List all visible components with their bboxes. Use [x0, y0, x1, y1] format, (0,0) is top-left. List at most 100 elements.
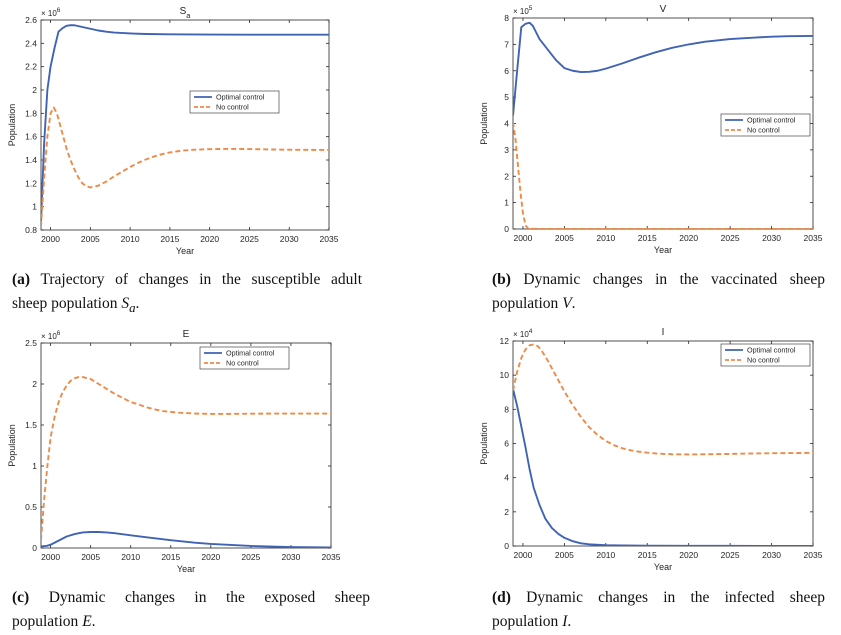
x-tick-label: 2030 — [762, 550, 781, 560]
x-tick-label: 2020 — [679, 233, 698, 243]
y-tick-label: 1.4 — [25, 155, 37, 165]
x-tick-label: 2000 — [41, 552, 60, 562]
y-tick-label: 0.5 — [25, 502, 37, 512]
series-line-no-control — [513, 343, 813, 456]
y-tick-label: 4 — [504, 119, 509, 129]
chart-title: E — [183, 329, 190, 340]
y-tick-label: 0 — [32, 543, 37, 553]
chart-a: 2000 2005 2010 2015 2020 2025 2030 2035 0.8 1 1.2 1… — [7, 6, 339, 256]
y-tick-label: 8 — [504, 13, 509, 23]
series-line-no-control — [41, 106, 329, 227]
caption-d: (d) Dynamic changes in the infected shee… — [492, 586, 825, 634]
x-tick-label: 2015 — [638, 233, 657, 243]
y-tick-label: 1 — [32, 461, 37, 471]
caption-text-line1: Dynamic changes in the vaccinated sheep — [523, 271, 826, 288]
y-tick-label: 2.4 — [25, 38, 37, 48]
y-tick-label: 2 — [32, 85, 37, 95]
legend-box — [199, 346, 290, 370]
x-tick-label: 2030 — [762, 233, 781, 243]
y-tick-label: 8 — [504, 404, 509, 414]
series-line-optimal-control — [513, 21, 813, 116]
y-exponent-label: × 106 — [41, 330, 61, 341]
caption-variable: S — [121, 295, 130, 312]
y-tick-label: 12 — [500, 336, 510, 346]
chart-d: 2000 2005 2010 2015 2020 2025 2030 2035 0 2 4 6 8 10 1… — [479, 327, 823, 572]
legend-entry: Optimal control — [747, 346, 796, 355]
y-tick-label: 10 — [500, 370, 510, 380]
y-tick-label: 1.6 — [25, 132, 37, 142]
x-tick-label: 2010 — [596, 550, 615, 560]
series-line-optimal-control — [41, 531, 331, 548]
x-tick-label: 2000 — [513, 233, 532, 243]
x-axis-label: Year — [654, 562, 672, 572]
chart-title: Sa — [180, 6, 192, 20]
caption-text-line1: Trajectory of changes in the susceptible… — [40, 271, 362, 288]
y-axis-label: Population — [7, 104, 17, 147]
caption-label: (c) — [12, 589, 30, 606]
plot-area — [40, 19, 330, 231]
x-tick-label: 2020 — [201, 552, 220, 562]
plot-area — [40, 342, 332, 549]
legend-entry: No control — [216, 103, 249, 112]
y-tick-label: 2.6 — [25, 15, 37, 25]
y-tick-label: 1 — [32, 202, 37, 212]
x-tick-label: 2030 — [280, 234, 299, 244]
caption-c: (c) Dynamic changes in the exposed sheep… — [12, 586, 370, 634]
x-tick-label: 2005 — [81, 234, 100, 244]
legend-entry: No control — [226, 359, 259, 368]
y-tick-label: 2.5 — [25, 338, 37, 348]
caption-a: (a) Trajectory of changes in the suscept… — [12, 268, 362, 320]
caption-text-line2: population — [492, 613, 563, 630]
caption-variable-sub: a — [129, 300, 136, 316]
caption-text-line2: sheep population — [12, 295, 122, 312]
x-tick-label: 2010 — [121, 552, 140, 562]
series-line-no-control — [41, 376, 331, 540]
legend-entry: Optimal control — [747, 116, 796, 125]
legend-entry: Optimal control — [226, 349, 275, 358]
x-tick-label: 2015 — [161, 552, 180, 562]
y-exponent-label: × 106 — [41, 7, 61, 18]
chart-c: 2000 2005 2010 2015 2020 2025 2030 2035 0 0.5 1 1.5… — [7, 329, 341, 574]
caption-label: (d) — [492, 589, 511, 606]
legend-box — [720, 113, 811, 137]
caption-text-line1: Dynamic changes in the infected sheep — [526, 589, 825, 606]
caption-b: (b) Dynamic changes in the vaccinated sh… — [492, 268, 825, 316]
y-axis-label: Population — [479, 102, 489, 145]
y-tick-label: 6 — [504, 439, 509, 449]
y-tick-label: 2 — [504, 507, 509, 517]
plot-area — [512, 340, 814, 547]
x-tick-label: 2025 — [240, 234, 259, 244]
x-tick-label: 2035 — [322, 552, 341, 562]
caption-variable: V — [562, 295, 572, 312]
chart-title: V — [660, 4, 667, 15]
caption-label: (b) — [492, 271, 511, 288]
x-tick-label: 2005 — [555, 233, 574, 243]
y-tick-label: 7 — [504, 39, 509, 49]
x-tick-label: 2015 — [638, 550, 657, 560]
y-tick-label: 2.2 — [25, 62, 37, 72]
x-tick-label: 2035 — [320, 234, 339, 244]
x-tick-label: 2025 — [241, 552, 260, 562]
y-axis-label: Population — [7, 424, 17, 467]
y-tick-label: 5 — [504, 92, 509, 102]
series-line-optimal-control — [41, 24, 329, 221]
x-tick-label: 2025 — [721, 550, 740, 560]
y-exponent-label: × 105 — [513, 5, 533, 16]
y-axis-label: Population — [479, 422, 489, 465]
caption-text-line2: population — [12, 613, 83, 630]
caption-variable: E — [82, 613, 92, 630]
x-tick-label: 2020 — [679, 550, 698, 560]
y-tick-label: 1 — [504, 198, 509, 208]
legend-box — [720, 343, 811, 367]
y-tick-label: 6 — [504, 66, 509, 76]
y-tick-label: 2 — [32, 379, 37, 389]
caption-end: . — [567, 613, 572, 630]
y-tick-label: 3 — [504, 145, 509, 155]
series-line-optimal-control — [513, 388, 813, 546]
x-axis-label: Year — [177, 564, 195, 574]
legend-box — [189, 90, 280, 114]
